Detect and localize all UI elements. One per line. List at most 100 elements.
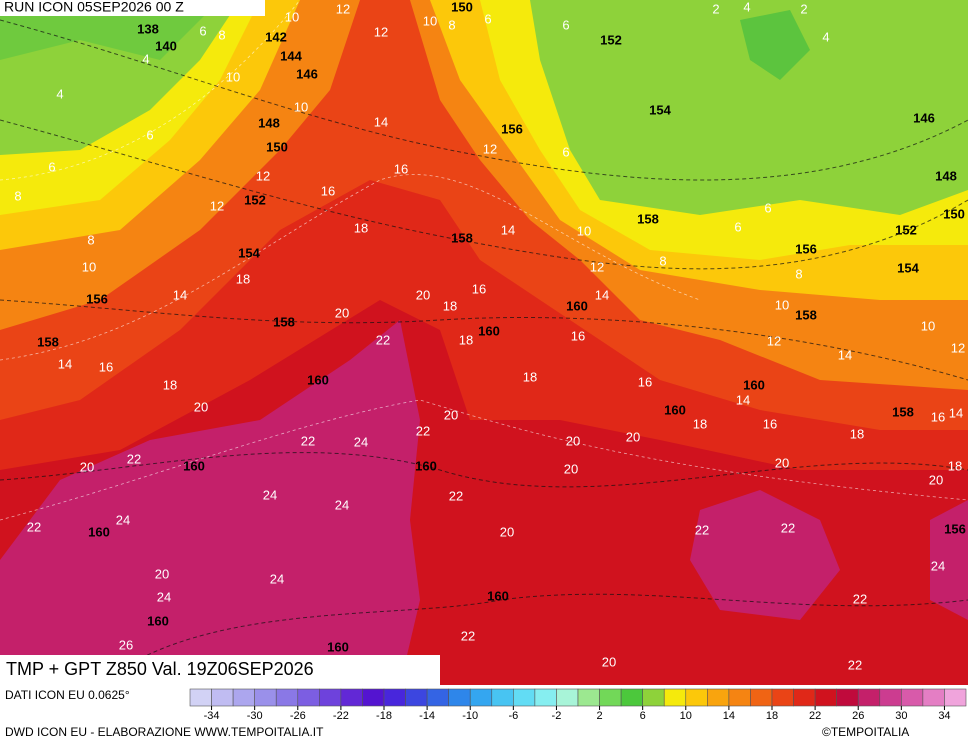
- temperature-label: 22: [461, 628, 475, 643]
- legend-tick-label: -18: [376, 710, 392, 722]
- temperature-label: 16: [571, 328, 585, 343]
- geopotential-label: 158: [273, 314, 295, 329]
- legend-cell: [728, 688, 751, 707]
- map-title: TMP + GPT Z850 Val. 19Z06SEP2026: [6, 659, 314, 679]
- temperature-label: 24: [354, 434, 368, 449]
- temperature-label: 14: [173, 287, 187, 302]
- temperature-label: 20: [416, 287, 430, 302]
- temperature-label: 8: [87, 232, 94, 247]
- temperature-label: 26: [119, 637, 133, 652]
- temperature-label: 8: [795, 266, 802, 281]
- legend-cell: [491, 688, 514, 707]
- geopotential-label: 158: [795, 307, 817, 322]
- run-label: RUN ICON 05SEP2026 00 Z: [4, 0, 184, 15]
- temperature-label: 12: [483, 141, 497, 156]
- temperature-label: 6: [562, 144, 569, 159]
- temperature-label: 6: [734, 219, 741, 234]
- geopotential-label: 152: [600, 32, 622, 47]
- temperature-label: 16: [763, 416, 777, 431]
- geopotential-label: 160: [327, 639, 349, 654]
- geopotential-label: 160: [566, 298, 588, 313]
- temperature-label: 18: [354, 220, 368, 235]
- geopotential-label: 160: [88, 524, 110, 539]
- legend-tick-label: 18: [766, 710, 778, 722]
- geopotential-label: 160: [487, 588, 509, 603]
- geopotential-label: 158: [637, 211, 659, 226]
- legend-cell: [577, 688, 600, 707]
- temperature-label: 20: [155, 566, 169, 581]
- legend-cell: [620, 688, 643, 707]
- temperature-label: 18: [236, 271, 250, 286]
- temperature-label: 8: [218, 27, 225, 42]
- title-box: [0, 655, 440, 685]
- geopotential-label: 158: [37, 334, 59, 349]
- temperature-label: 4: [142, 51, 149, 66]
- geopotential-label: 156: [501, 121, 523, 136]
- temperature-label: 20: [626, 429, 640, 444]
- geopotential-label: 146: [296, 66, 318, 81]
- temperature-label: 16: [931, 409, 945, 424]
- temperature-label: 8: [448, 17, 455, 32]
- temperature-label: 20: [929, 472, 943, 487]
- temperature-label: 12: [256, 168, 270, 183]
- temperature-label: 24: [157, 589, 171, 604]
- geopotential-label: 160: [147, 613, 169, 628]
- temperature-label: 12: [336, 1, 350, 16]
- geopotential-label: 142: [265, 29, 287, 44]
- legend-cell: [685, 688, 708, 707]
- temperature-label: 12: [210, 198, 224, 213]
- geopotential-label: 152: [895, 222, 917, 237]
- geopotential-label: 160: [664, 402, 686, 417]
- legend-cell: [642, 688, 665, 707]
- legend-cell: [469, 688, 493, 707]
- geopotential-label: 154: [238, 245, 260, 260]
- geopotential-label: 152: [244, 192, 266, 207]
- geopotential-label: 160: [415, 458, 437, 473]
- legend-tick-label: -2: [552, 710, 562, 722]
- legend-cell: [189, 688, 212, 707]
- temperature-label: 18: [850, 426, 864, 441]
- legend-cell: [814, 688, 837, 707]
- legend-tick-label: -34: [204, 710, 220, 722]
- legend-cell: [297, 688, 320, 707]
- legend-cell: [922, 688, 945, 707]
- temperature-label: 4: [822, 29, 829, 44]
- geopotential-label: 160: [183, 458, 205, 473]
- temperature-label: 2: [800, 1, 807, 16]
- temperature-label: 24: [263, 487, 277, 502]
- source-label: DATI ICON EU 0.0625°: [5, 688, 130, 702]
- temperature-label: 14: [58, 356, 72, 371]
- temperature-label: 18: [163, 377, 177, 392]
- temperature-label: 10: [423, 13, 437, 28]
- geopotential-label: 158: [892, 404, 914, 419]
- temperature-label: 22: [853, 591, 867, 606]
- legend-cell: [232, 688, 255, 707]
- geopotential-label: 148: [258, 115, 280, 130]
- temperature-label: 18: [523, 369, 537, 384]
- geopotential-label: 146: [913, 110, 935, 125]
- temperature-label: 20: [775, 455, 789, 470]
- temperature-label: 22: [376, 332, 390, 347]
- temperature-label: 20: [500, 524, 514, 539]
- geopotential-label: 156: [944, 521, 966, 536]
- legend-cell: [857, 688, 881, 707]
- isotherm: [0, 399, 968, 521]
- legend-cell: [448, 688, 471, 707]
- legend-cell: [362, 688, 385, 707]
- temperature-label: 16: [321, 183, 335, 198]
- magenta-zone: [930, 500, 968, 620]
- temperature-label: 8: [659, 253, 666, 268]
- geopotential-label: 160: [743, 377, 765, 392]
- legend-cell: [771, 688, 794, 707]
- credit: ©TEMPOITALIA: [822, 725, 909, 739]
- temperature-label: 10: [921, 318, 935, 333]
- temperature-label: 4: [56, 86, 63, 101]
- isohypse: [99, 593, 968, 685]
- geopotential-label: 158: [451, 230, 473, 245]
- temperature-label: 14: [736, 392, 750, 407]
- legend-cell: [319, 688, 342, 707]
- temperature-label: 24: [116, 512, 130, 527]
- legend-tick-label: 10: [680, 710, 692, 722]
